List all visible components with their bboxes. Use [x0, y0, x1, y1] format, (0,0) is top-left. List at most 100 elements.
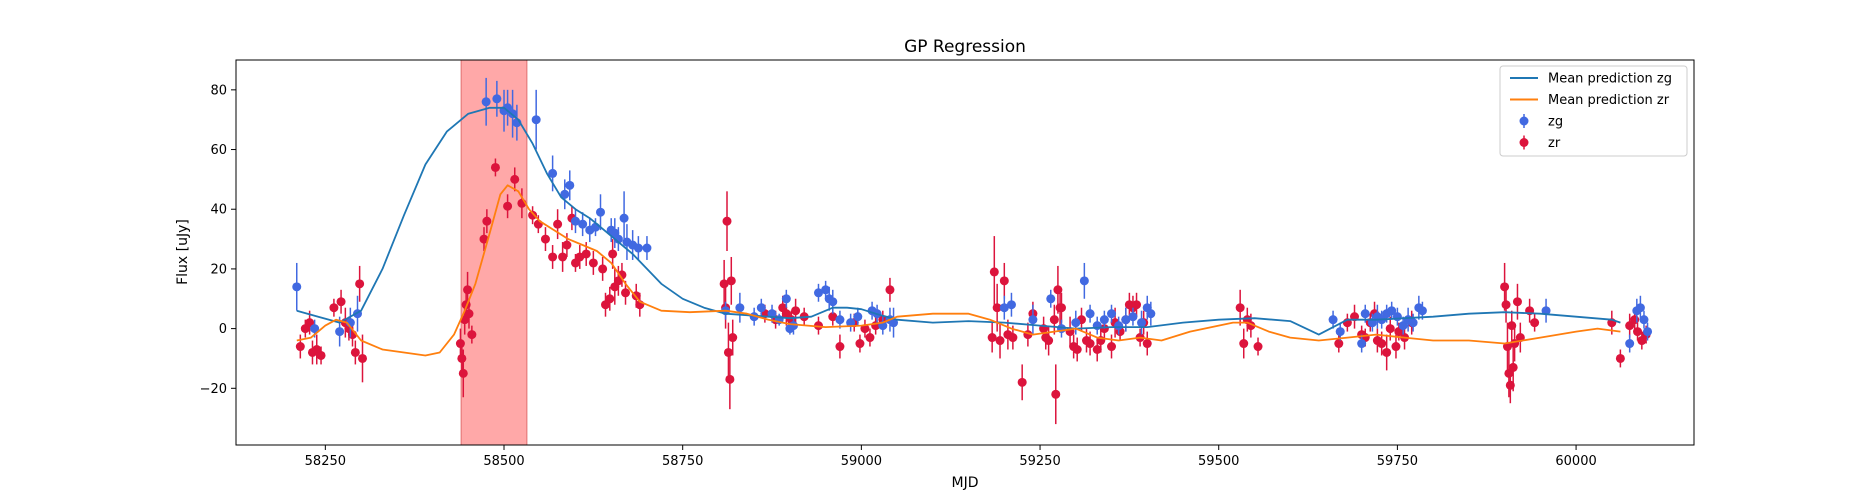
zr-point	[1132, 292, 1142, 317]
zr-point	[295, 334, 305, 359]
zr-point	[455, 328, 465, 359]
zr-marker	[989, 267, 999, 277]
x-tick-label: 58250	[305, 454, 346, 469]
zr-marker	[548, 252, 558, 262]
zr-point	[1633, 322, 1643, 341]
zr-marker	[608, 249, 618, 259]
zg-point	[1028, 304, 1038, 335]
zg-marker	[335, 327, 345, 337]
zg-marker	[633, 243, 643, 253]
zr-marker	[1377, 339, 1387, 349]
zr-point	[719, 259, 729, 308]
zr-marker	[1382, 347, 1392, 357]
zg-point	[642, 236, 652, 260]
zr-marker	[1512, 297, 1522, 307]
zr-point	[1501, 286, 1511, 323]
zg-marker	[846, 318, 856, 328]
zg-marker	[1335, 327, 1345, 337]
zg-marker	[1028, 315, 1038, 325]
zg-point	[1146, 301, 1156, 326]
zr-marker	[350, 347, 360, 357]
zr-point	[312, 334, 322, 365]
zr-marker	[355, 279, 365, 289]
zr-marker	[305, 318, 315, 328]
zr-marker	[1615, 353, 1625, 363]
zg-point	[1006, 292, 1016, 317]
zg-point	[1357, 334, 1367, 353]
zr-marker	[719, 279, 729, 289]
zg-point	[1046, 289, 1056, 308]
zg-point	[619, 191, 629, 246]
zr-marker	[540, 234, 550, 244]
zr-point	[1044, 325, 1054, 356]
zr-marker	[1008, 333, 1018, 343]
zr-marker	[455, 339, 465, 349]
legend-entry: Mean prediction zr	[1510, 93, 1670, 108]
zg-point	[828, 289, 838, 314]
zr-point	[1017, 364, 1027, 401]
x-axis-label: MJD	[952, 475, 979, 491]
zr-marker	[723, 347, 733, 357]
y-tick-label: 20	[210, 262, 227, 277]
zr-marker	[728, 333, 738, 343]
zg-marker	[889, 318, 899, 328]
zg-marker	[1107, 309, 1117, 319]
zr-marker	[999, 276, 1009, 286]
x-tick-label: 58750	[662, 454, 703, 469]
zr-marker	[457, 353, 467, 363]
zg-marker	[596, 207, 605, 217]
zr-marker	[533, 219, 543, 229]
zg-point	[1071, 310, 1081, 335]
zr-point	[1056, 292, 1066, 323]
x-tick-label: 58500	[483, 454, 524, 469]
zr-marker	[479, 234, 489, 244]
zg-marker	[1408, 318, 1418, 328]
zr-marker	[553, 219, 563, 229]
zg-point	[570, 209, 580, 234]
zr-marker	[1017, 377, 1027, 387]
zg-marker	[1541, 306, 1551, 316]
mean-prediction-lines	[296, 106, 1621, 357]
y-tick-label: 60	[210, 143, 227, 158]
zr-point	[490, 158, 500, 177]
zr-point	[464, 298, 474, 329]
zr-marker	[828, 312, 838, 322]
zr-marker	[987, 333, 997, 343]
zr-point	[562, 233, 572, 257]
zr-point	[355, 265, 365, 302]
zr-marker	[855, 339, 865, 349]
zr-marker	[722, 216, 732, 226]
zr-marker	[1085, 339, 1095, 349]
zg-point	[1107, 304, 1117, 323]
zr-marker	[1500, 282, 1510, 292]
zg-point	[1387, 301, 1397, 320]
zg-point	[1541, 298, 1551, 323]
zg-point	[492, 80, 502, 117]
zg-marker	[1639, 315, 1649, 325]
zg-point	[1625, 334, 1635, 353]
zr-point	[316, 346, 326, 365]
zg-point	[560, 179, 570, 210]
zr-point	[1072, 337, 1082, 362]
zg-marker	[292, 282, 302, 292]
zg-marker	[565, 180, 575, 190]
y-tick-label: −20	[200, 382, 227, 397]
zr-marker	[1044, 336, 1054, 346]
zr-marker	[464, 309, 474, 319]
zg-marker	[619, 213, 629, 223]
zr-point	[528, 206, 538, 225]
zr-marker	[503, 201, 513, 211]
zr-marker	[726, 276, 736, 286]
zr-marker	[510, 174, 520, 184]
zg-point	[1085, 304, 1095, 323]
zr-marker	[316, 350, 326, 360]
x-tick-label: 59000	[841, 454, 882, 469]
zr-marker	[329, 303, 339, 313]
zr-point	[467, 325, 477, 344]
legend-marker-swatch	[1519, 116, 1529, 126]
zg-point	[1635, 295, 1645, 320]
zr-point	[540, 227, 550, 252]
zg-marker	[781, 294, 791, 304]
zr-point	[1107, 334, 1117, 359]
zg-point	[578, 212, 588, 237]
